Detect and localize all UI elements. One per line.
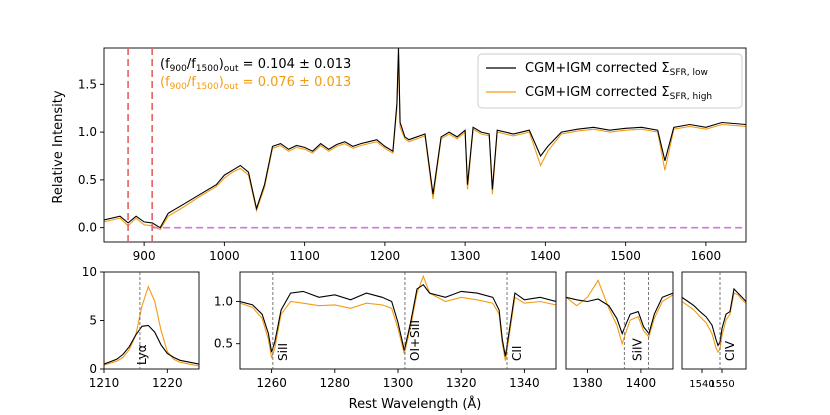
panel-siii-oi-cii-xtick-label: 1260 bbox=[256, 376, 287, 390]
panel-siii-oi-cii-ytick-label: 0.5 bbox=[214, 337, 233, 351]
panel-civ-xtick-label: 1540 bbox=[689, 379, 714, 390]
panel-siii-oi-cii-xtick-label: 1280 bbox=[320, 376, 351, 390]
main-ylabel: Relative Intensity bbox=[51, 90, 66, 203]
panel-lya-xtick-label: 1220 bbox=[152, 376, 183, 390]
panel-siii-oi-cii-series-high-line bbox=[240, 274, 556, 361]
panel-siiv-xtick-label: 1380 bbox=[572, 376, 603, 390]
panel-main-xtick-label: 1500 bbox=[610, 249, 641, 263]
panel-lya-series-low-line bbox=[104, 324, 199, 365]
panel-main-series-low-line bbox=[104, 48, 746, 229]
panel-lya-series-high-line bbox=[104, 285, 199, 367]
main-annotation-high: (f900/f1500)out = 0.076 ± 0.013 bbox=[160, 75, 351, 92]
panel-lya-xtick-label: 1210 bbox=[89, 376, 120, 390]
ion-label: CII bbox=[510, 346, 524, 361]
panel-lya-ytick-label: 10 bbox=[82, 265, 97, 279]
panel-lya-ytick-label: 0 bbox=[89, 362, 97, 376]
panel-main-xtick-label: 1100 bbox=[289, 249, 320, 263]
panel-civ-xtick-label: 1550 bbox=[709, 379, 734, 390]
panel-main-ytick-label: 0.5 bbox=[78, 173, 97, 187]
main-annotation-low: (f900/f1500)out = 0.104 ± 0.013 bbox=[160, 57, 351, 74]
panel-main-xtick-label: 1000 bbox=[209, 249, 240, 263]
panel-main-xtick-label: 1400 bbox=[530, 249, 561, 263]
panel-main-xtick-label: 1600 bbox=[691, 249, 722, 263]
siiv-label: SiIV bbox=[630, 338, 644, 361]
panel-siii-oi-cii-series-low-line bbox=[240, 283, 556, 357]
panel-main-frame bbox=[103, 47, 747, 243]
legend-high-label: CGM+IGM corrected ΣSFR, high bbox=[525, 85, 712, 102]
panel-lya-ytick-label: 5 bbox=[89, 314, 97, 328]
panel-siiv-frame bbox=[565, 271, 674, 370]
panel-civ-frame bbox=[681, 271, 747, 370]
panel-main-ytick-label: 0.0 bbox=[78, 221, 97, 235]
panel-main-ytick-label: 1.5 bbox=[78, 77, 97, 91]
panel-siiv-series-high-line bbox=[566, 279, 673, 346]
civ-label: CIV bbox=[723, 340, 737, 361]
ion-label: SiII bbox=[276, 343, 290, 361]
panel-siiv-series-low-line bbox=[566, 292, 673, 336]
legend-box bbox=[477, 53, 743, 109]
panel-lya-frame bbox=[103, 271, 200, 370]
panel-main-xtick-label: 1200 bbox=[370, 249, 401, 263]
ion-label: OI+SiII bbox=[408, 320, 422, 361]
panel-siiv-xtick-label: 1400 bbox=[626, 376, 657, 390]
panel-siii-oi-cii-xtick-label: 1320 bbox=[446, 376, 477, 390]
panel-civ-series-low-line bbox=[682, 287, 746, 347]
lya-label: Lyα bbox=[135, 344, 149, 365]
panel-main-ytick-label: 1.0 bbox=[78, 125, 97, 139]
panel-civ-series-high-line bbox=[682, 292, 746, 354]
x-axis-label: Rest Wavelength (Å) bbox=[349, 396, 482, 412]
panel-main-xtick-label: 900 bbox=[133, 249, 156, 263]
panel-siii-oi-cii-xtick-label: 1340 bbox=[509, 376, 540, 390]
legend-low-label: CGM+IGM corrected ΣSFR, low bbox=[525, 61, 708, 78]
panel-siii-oi-cii-xtick-label: 1300 bbox=[383, 376, 414, 390]
panel-siii-oi-cii-ytick-label: 1.0 bbox=[214, 295, 233, 309]
panel-main-xtick-label: 1300 bbox=[450, 249, 481, 263]
